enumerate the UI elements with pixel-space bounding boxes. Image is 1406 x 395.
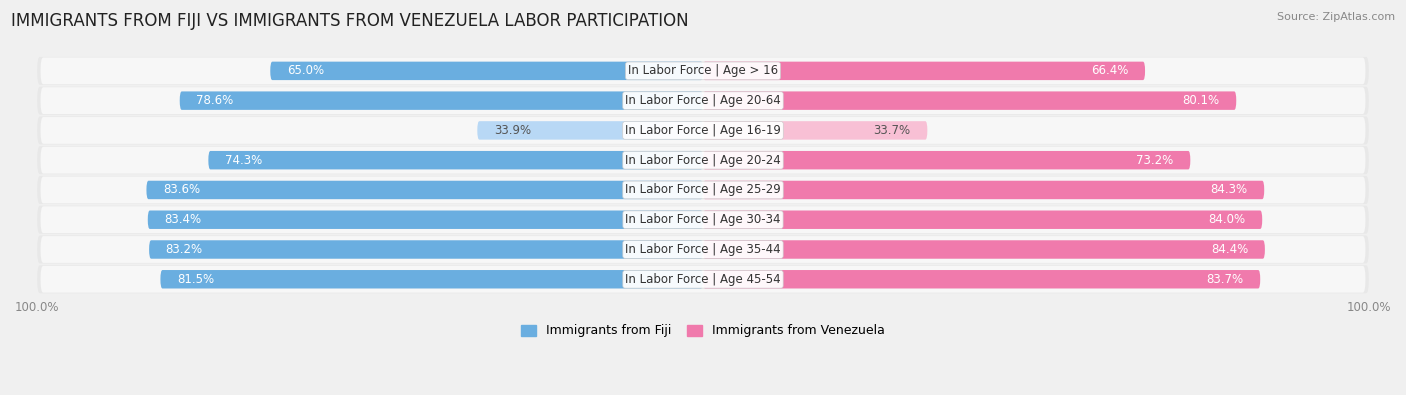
Text: In Labor Force | Age 25-29: In Labor Force | Age 25-29 — [626, 183, 780, 196]
FancyBboxPatch shape — [703, 62, 1144, 80]
Text: Source: ZipAtlas.com: Source: ZipAtlas.com — [1277, 12, 1395, 22]
Text: 74.3%: 74.3% — [225, 154, 263, 167]
FancyBboxPatch shape — [146, 181, 703, 199]
FancyBboxPatch shape — [37, 206, 1369, 234]
Text: 84.4%: 84.4% — [1211, 243, 1249, 256]
FancyBboxPatch shape — [703, 240, 1265, 259]
FancyBboxPatch shape — [703, 121, 928, 140]
Text: 83.2%: 83.2% — [166, 243, 202, 256]
FancyBboxPatch shape — [37, 117, 1369, 145]
Text: In Labor Force | Age 20-64: In Labor Force | Age 20-64 — [626, 94, 780, 107]
Text: 73.2%: 73.2% — [1136, 154, 1174, 167]
FancyBboxPatch shape — [703, 270, 1260, 288]
FancyBboxPatch shape — [160, 270, 703, 288]
Text: In Labor Force | Age 45-54: In Labor Force | Age 45-54 — [626, 273, 780, 286]
FancyBboxPatch shape — [37, 235, 1369, 263]
FancyBboxPatch shape — [703, 181, 1264, 199]
FancyBboxPatch shape — [41, 236, 1365, 263]
Text: 81.5%: 81.5% — [177, 273, 214, 286]
Legend: Immigrants from Fiji, Immigrants from Venezuela: Immigrants from Fiji, Immigrants from Ve… — [516, 320, 890, 342]
FancyBboxPatch shape — [41, 117, 1365, 144]
FancyBboxPatch shape — [41, 147, 1365, 173]
FancyBboxPatch shape — [270, 62, 703, 80]
FancyBboxPatch shape — [41, 87, 1365, 114]
Text: 83.6%: 83.6% — [163, 183, 200, 196]
Text: 33.9%: 33.9% — [494, 124, 531, 137]
FancyBboxPatch shape — [41, 177, 1365, 203]
FancyBboxPatch shape — [477, 121, 703, 140]
FancyBboxPatch shape — [37, 146, 1369, 174]
Text: 83.4%: 83.4% — [165, 213, 201, 226]
FancyBboxPatch shape — [180, 91, 703, 110]
Text: 80.1%: 80.1% — [1182, 94, 1219, 107]
Text: 84.3%: 84.3% — [1211, 183, 1247, 196]
Text: 66.4%: 66.4% — [1091, 64, 1129, 77]
FancyBboxPatch shape — [37, 87, 1369, 115]
FancyBboxPatch shape — [41, 266, 1365, 293]
FancyBboxPatch shape — [41, 58, 1365, 84]
FancyBboxPatch shape — [37, 265, 1369, 293]
Text: 83.7%: 83.7% — [1206, 273, 1243, 286]
Text: 65.0%: 65.0% — [287, 64, 323, 77]
FancyBboxPatch shape — [37, 57, 1369, 85]
FancyBboxPatch shape — [41, 206, 1365, 233]
Text: In Labor Force | Age > 16: In Labor Force | Age > 16 — [628, 64, 778, 77]
Text: 84.0%: 84.0% — [1209, 213, 1246, 226]
FancyBboxPatch shape — [208, 151, 703, 169]
Text: In Labor Force | Age 16-19: In Labor Force | Age 16-19 — [626, 124, 780, 137]
FancyBboxPatch shape — [703, 211, 1263, 229]
Text: In Labor Force | Age 35-44: In Labor Force | Age 35-44 — [626, 243, 780, 256]
FancyBboxPatch shape — [703, 151, 1191, 169]
FancyBboxPatch shape — [703, 91, 1236, 110]
Text: 33.7%: 33.7% — [873, 124, 911, 137]
Text: In Labor Force | Age 30-34: In Labor Force | Age 30-34 — [626, 213, 780, 226]
Text: 78.6%: 78.6% — [197, 94, 233, 107]
Text: In Labor Force | Age 20-24: In Labor Force | Age 20-24 — [626, 154, 780, 167]
FancyBboxPatch shape — [148, 211, 703, 229]
FancyBboxPatch shape — [149, 240, 703, 259]
Text: IMMIGRANTS FROM FIJI VS IMMIGRANTS FROM VENEZUELA LABOR PARTICIPATION: IMMIGRANTS FROM FIJI VS IMMIGRANTS FROM … — [11, 12, 689, 30]
FancyBboxPatch shape — [37, 176, 1369, 204]
